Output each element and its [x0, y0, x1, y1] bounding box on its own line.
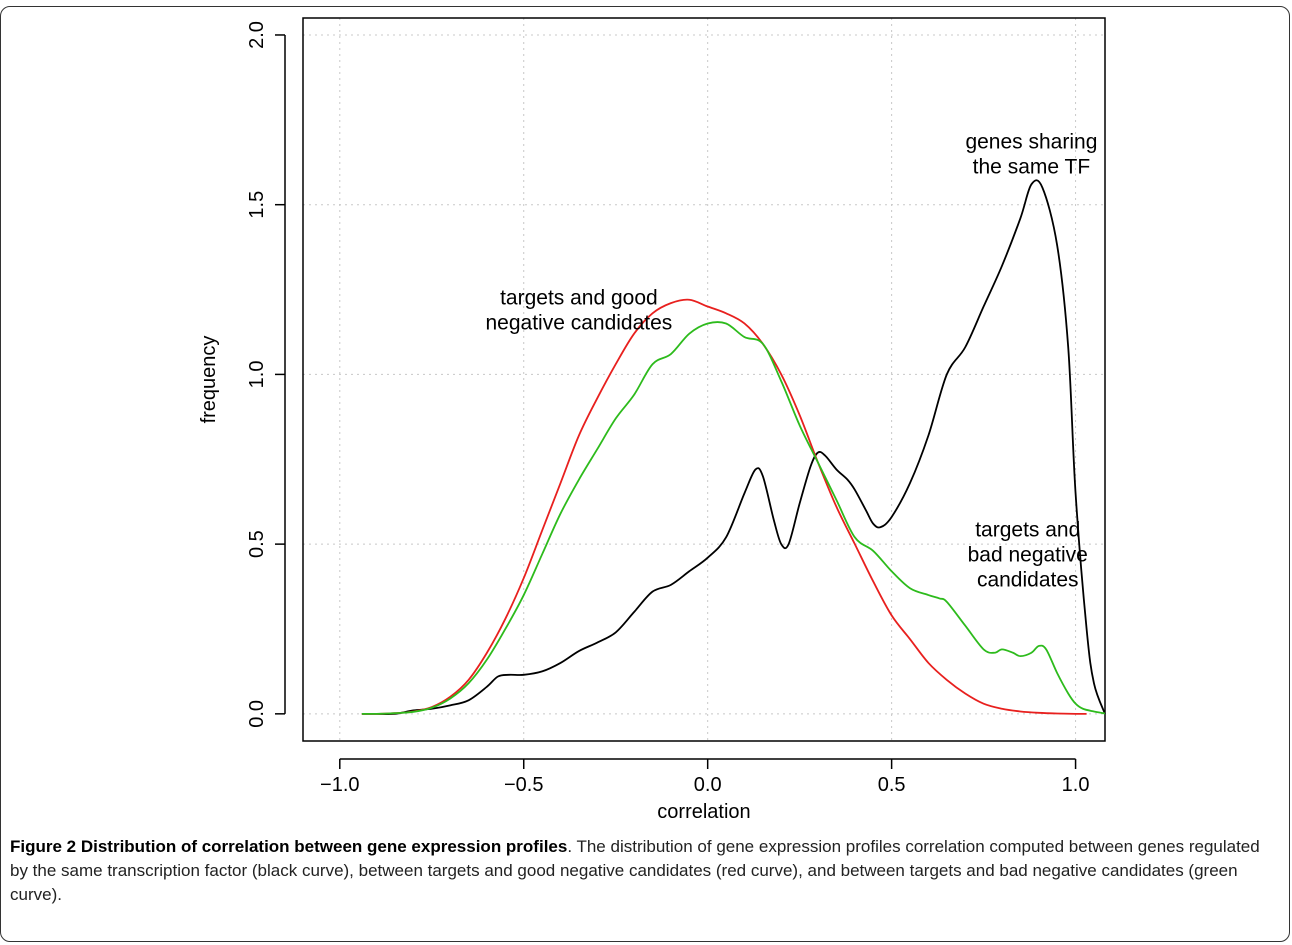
x-tick-label: 0.5 — [878, 774, 906, 796]
annotation-text: bad negative — [968, 543, 1088, 566]
series-lines — [361, 179, 1106, 715]
x-tick-label: −0.5 — [504, 774, 543, 796]
x-tick-label: −1.0 — [320, 774, 359, 796]
y-tick-label: 1.0 — [246, 361, 268, 389]
figure-caption: Figure 2 Distribution of correlation bet… — [10, 835, 1280, 907]
grid-lines — [303, 18, 1105, 741]
plot-area-box — [302, 17, 1106, 742]
x-tick-label: 0.0 — [694, 774, 722, 796]
series-line-3 — [361, 321, 1106, 715]
density-chart: −1.0 −0.5 0.0 0.5 1.0 0.0 0.5 1.0 1.5 2.0 genes s… — [198, 17, 1106, 823]
y-axis-label: frequency — [198, 336, 220, 424]
y-tick-label: 0.0 — [246, 700, 268, 728]
caption-label: Figure 2 Distribution of correlation bet… — [10, 837, 568, 856]
caption-text: . The distribution of gene expression pr… — [10, 837, 1260, 904]
x-tick-label: 1.0 — [1062, 774, 1090, 796]
annotation-text: targets and good — [500, 286, 658, 309]
axes: −1.0 −0.5 0.0 0.5 1.0 0.0 0.5 1.0 1.5 2.0 — [246, 21, 1089, 796]
annotation-text: candidates — [977, 568, 1079, 591]
y-tick-label: 0.5 — [246, 530, 268, 558]
figure-frame — [0, 6, 1290, 942]
annotation-text: genes sharing — [965, 130, 1097, 153]
annotation-text: targets and — [975, 518, 1080, 541]
y-tick-label: 1.5 — [246, 191, 268, 219]
series-line-1 — [361, 179, 1106, 715]
x-axis-label: correlation — [657, 801, 750, 823]
series-line-2 — [361, 298, 1087, 715]
annotation-text: the same TF — [973, 155, 1091, 178]
annotation-text: negative candidates — [486, 311, 673, 334]
y-tick-label: 2.0 — [246, 21, 268, 49]
